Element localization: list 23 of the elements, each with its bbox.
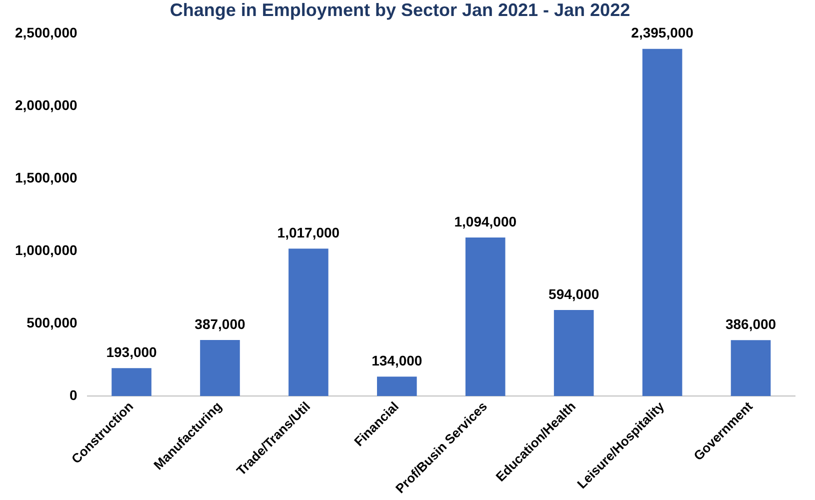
y-tick-label: 0 [69,386,78,403]
bar [200,340,240,396]
bar [642,48,682,396]
data-label: 2,395,000 [631,24,694,41]
bar [112,368,152,396]
bar [377,376,417,396]
y-tick-label: 500,000 [26,314,78,330]
data-label: 1,094,000 [454,213,517,230]
data-label: 387,000 [194,316,246,332]
bar [465,237,506,396]
bar [288,248,328,396]
y-tick-label: 1,500,000 [14,169,78,186]
chart-title: Change in Employment by Sector Jan 2021 - Jan 2022 [170,0,630,20]
bar [730,340,771,396]
bar [554,310,594,396]
y-tick-label: 1,000,000 [14,242,78,258]
y-tick-label: 2,000,000 [14,96,78,113]
data-label: 134,000 [372,352,422,369]
data-label: 594,000 [548,286,600,302]
data-label: 193,000 [106,344,158,360]
data-label: 1,017,000 [277,224,340,241]
y-tick-label: 2,500,000 [14,24,78,40]
data-label: 386,000 [725,316,776,332]
